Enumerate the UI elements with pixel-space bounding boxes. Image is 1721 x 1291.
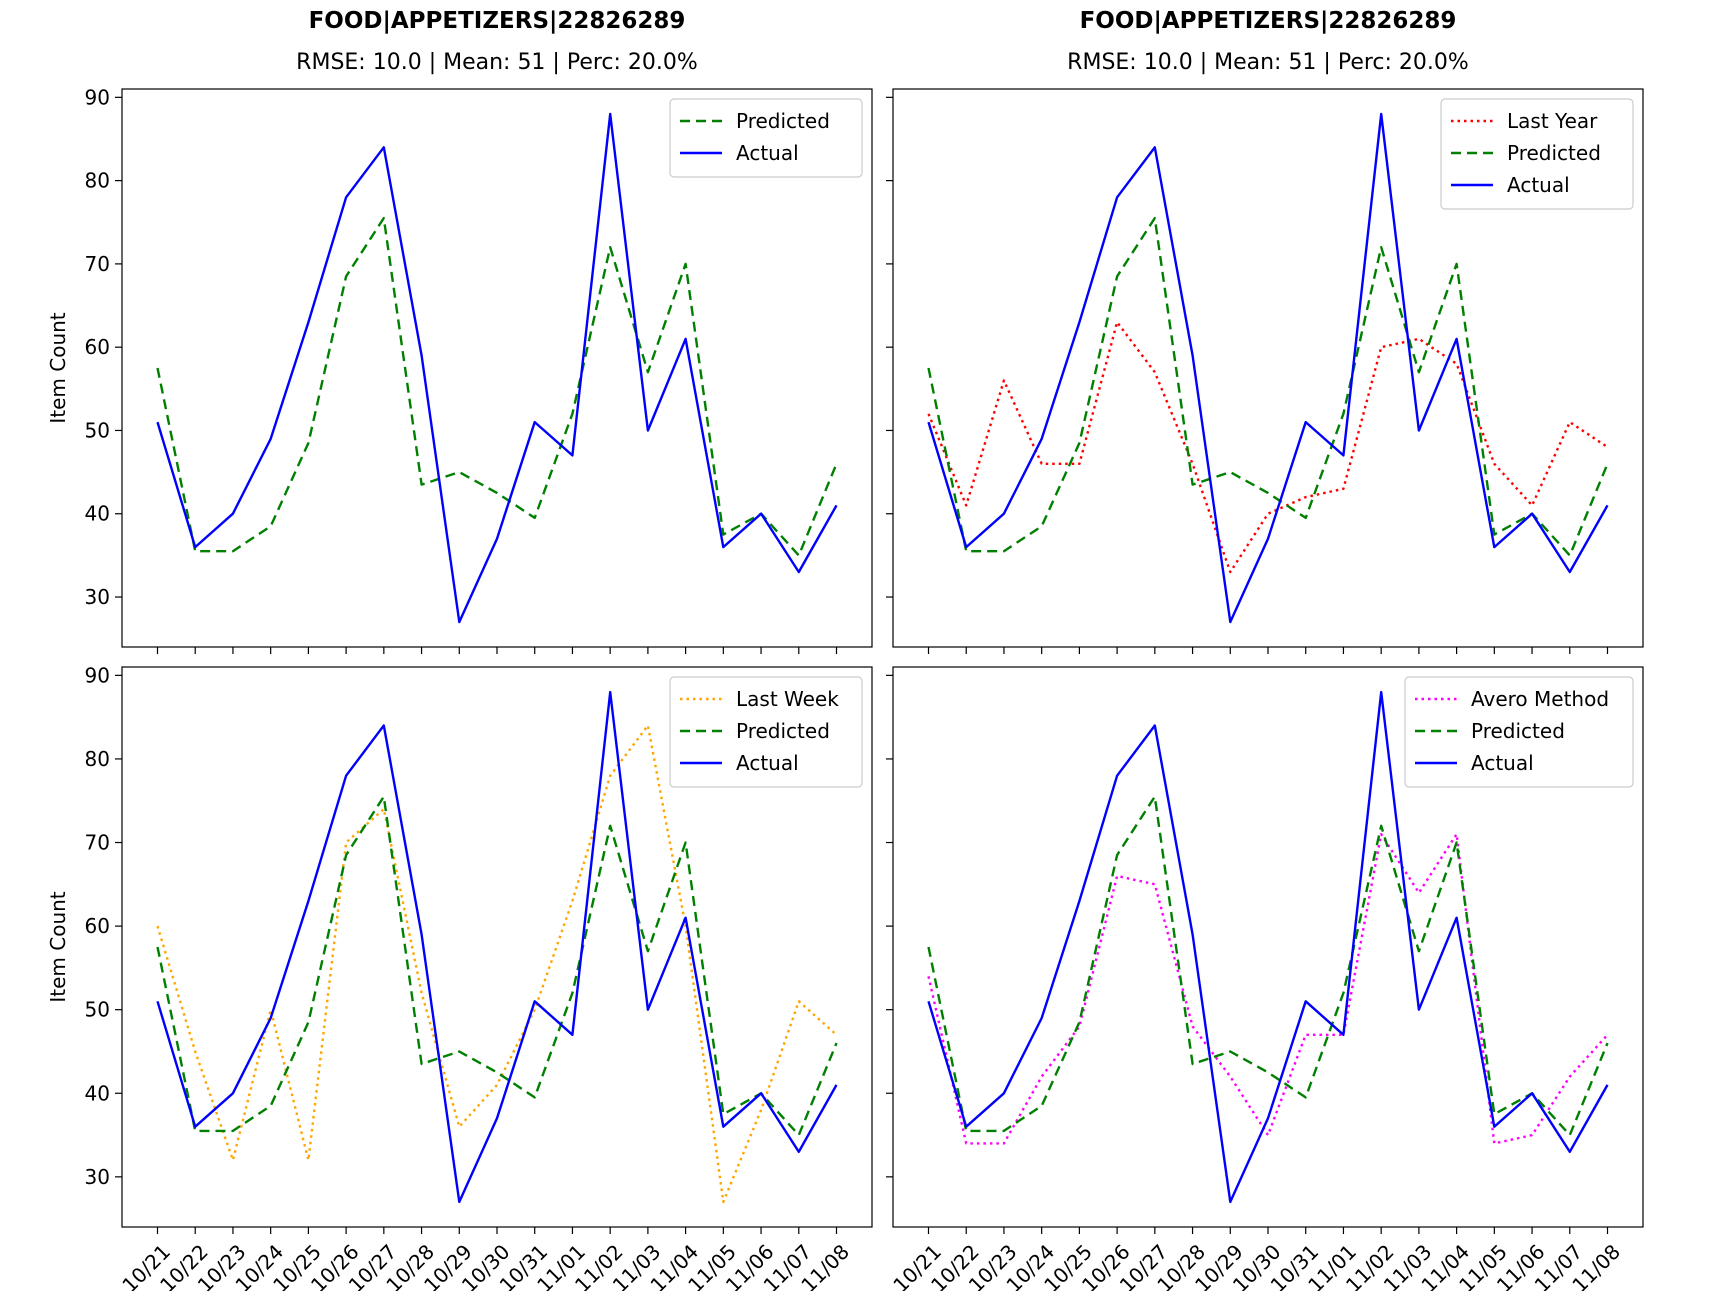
legend-box bbox=[1404, 676, 1634, 788]
series-line-last-year bbox=[927, 321, 1609, 574]
y-tick-label: 90 bbox=[85, 85, 110, 109]
series-line-avero-method bbox=[927, 833, 1609, 1145]
y-tick-label: 30 bbox=[85, 585, 110, 609]
y-tick-label: 80 bbox=[85, 747, 110, 771]
series-line-actual bbox=[927, 690, 1609, 1204]
legend-box bbox=[669, 676, 863, 788]
subplot-top-right: Last Year Predicted Actual bbox=[886, 88, 1644, 654]
left-column-title: FOOD|APPETIZERS|22826289 bbox=[308, 8, 686, 34]
legend-label: Predicted bbox=[1507, 141, 1601, 165]
legend-label: Actual bbox=[736, 141, 799, 165]
subplot-bottom-right: 10/2110/2210/2310/2410/2510/2610/2710/28… bbox=[886, 666, 1644, 1291]
right-column-subtitle: RMSE: 10.0 | Mean: 51 | Perc: 20.0% bbox=[1067, 50, 1469, 75]
plot-frame bbox=[892, 88, 1644, 648]
y-tick-label: 80 bbox=[85, 169, 110, 193]
legend: Predicted Actual bbox=[669, 98, 863, 178]
series-line-predicted bbox=[927, 795, 1609, 1137]
series-line-predicted bbox=[927, 216, 1609, 557]
legend-label: Predicted bbox=[736, 719, 830, 743]
subplot-top-left: 30 40 50 60 70 80 90 Item Count Predicted Actual bbox=[46, 85, 873, 654]
legend: Last Week Predicted Actual bbox=[669, 676, 863, 788]
y-axis-label: Item Count bbox=[46, 891, 70, 1002]
legend-label: Actual bbox=[1471, 751, 1534, 775]
series-line-actual bbox=[927, 112, 1609, 624]
legend-label: Actual bbox=[736, 751, 799, 775]
legend-label: Last Week bbox=[736, 687, 839, 711]
y-tick-label: 90 bbox=[85, 663, 110, 687]
legend-box bbox=[669, 98, 863, 178]
y-tick-label: 70 bbox=[85, 252, 110, 276]
legend: Last Year Predicted Actual bbox=[1440, 98, 1634, 210]
y-tick-label: 60 bbox=[85, 914, 110, 938]
y-tick-label: 70 bbox=[85, 831, 110, 855]
series-line-actual bbox=[156, 690, 838, 1204]
subplot-bottom-left: 3040506070809010/2110/2210/2310/2410/251… bbox=[46, 663, 873, 1291]
legend-box bbox=[1440, 98, 1634, 210]
legend-label: Actual bbox=[1507, 173, 1570, 197]
y-tick-label: 30 bbox=[85, 1165, 110, 1189]
legend-label: Predicted bbox=[736, 109, 830, 133]
series-line-actual bbox=[156, 112, 838, 624]
y-tick-label: 40 bbox=[85, 1081, 110, 1105]
plot-frame bbox=[121, 666, 873, 1228]
y-tick-label: 60 bbox=[85, 335, 110, 359]
y-tick-label: 50 bbox=[85, 998, 110, 1022]
series-line-predicted bbox=[156, 795, 838, 1137]
y-axis-label: Item Count bbox=[46, 312, 70, 423]
legend: Avero Method Predicted Actual bbox=[1404, 676, 1634, 788]
plot-frame bbox=[121, 88, 873, 648]
y-tick-label: 40 bbox=[85, 502, 110, 526]
legend-label: Avero Method bbox=[1471, 687, 1609, 711]
right-column-title: FOOD|APPETIZERS|22826289 bbox=[1079, 8, 1457, 34]
series-line-predicted bbox=[156, 216, 838, 557]
left-column-subtitle: RMSE: 10.0 | Mean: 51 | Perc: 20.0% bbox=[296, 50, 698, 75]
legend-label: Last Year bbox=[1507, 109, 1598, 133]
legend-label: Predicted bbox=[1471, 719, 1565, 743]
y-tick-label: 50 bbox=[85, 418, 110, 442]
plot-frame bbox=[892, 666, 1644, 1228]
series-line-last-week bbox=[156, 724, 838, 1204]
